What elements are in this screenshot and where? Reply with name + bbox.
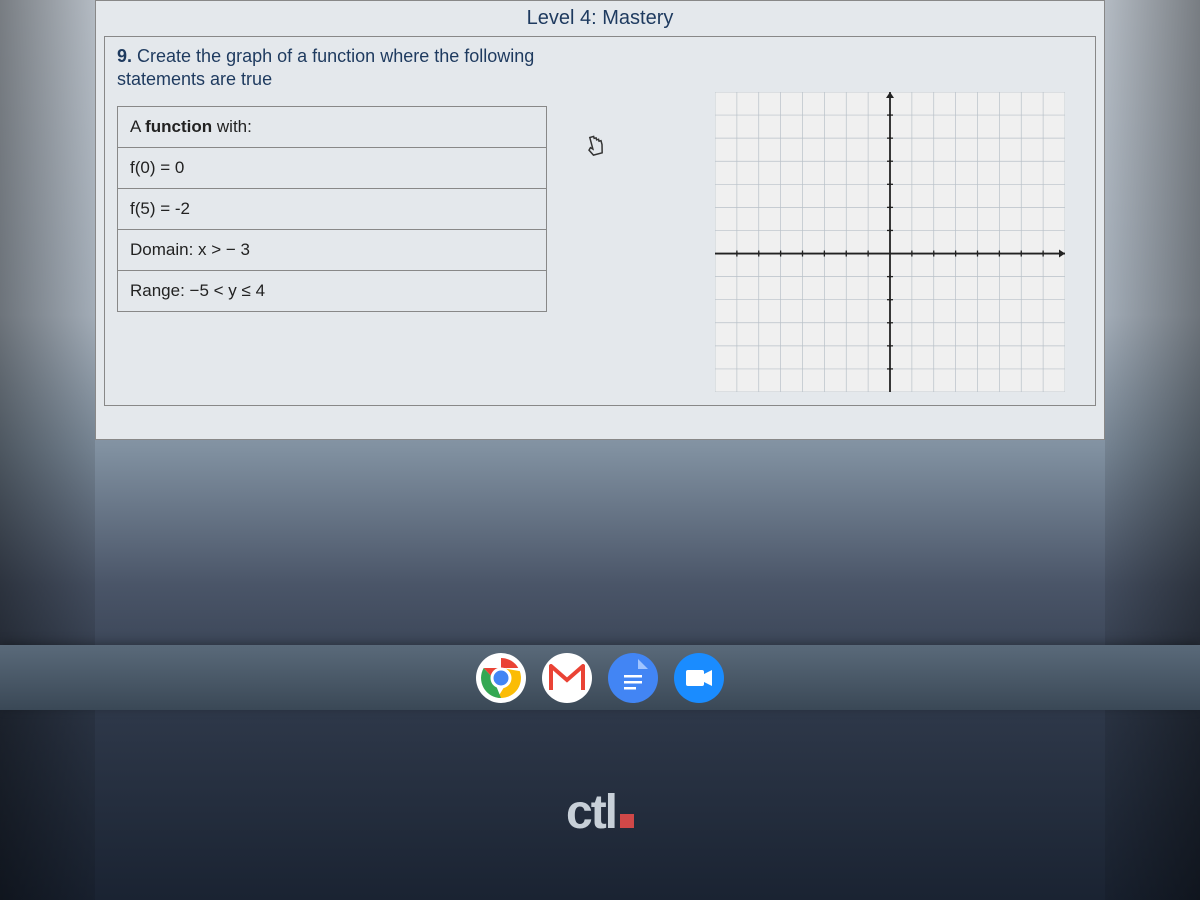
taskbar — [0, 645, 1200, 710]
brand-logo: ctl — [566, 785, 634, 840]
level-header: Level 4: Mastery — [96, 1, 1104, 36]
bezel-left — [0, 0, 95, 900]
question-number: 9. — [117, 46, 132, 66]
condition-row: Domain: x > − 3 — [118, 229, 547, 270]
hand-cursor-icon[interactable] — [581, 129, 613, 168]
question-prompt: 9. Create the graph of a function where … — [105, 37, 585, 102]
docs-app-icon[interactable] — [608, 653, 658, 703]
condition-row: f(5) = -2 — [118, 188, 547, 229]
chrome-app-icon[interactable] — [476, 653, 526, 703]
brand-dot-icon — [620, 814, 634, 828]
coordinate-plane[interactable] — [715, 92, 1065, 392]
worksheet-content: Level 4: Mastery 9. Create the graph of … — [95, 0, 1105, 440]
question-text: Create the graph of a function where the… — [117, 46, 534, 89]
bezel-right — [1105, 0, 1200, 900]
condition-row: f(0) = 0 — [118, 147, 547, 188]
condition-row: Range: −5 < y ≤ 4 — [118, 270, 547, 311]
conditions-table: A function with: f(0) = 0 f(5) = -2 Doma… — [117, 106, 547, 312]
gmail-app-icon[interactable] — [542, 653, 592, 703]
question-box: 9. Create the graph of a function where … — [104, 36, 1096, 406]
conditions-header: A function with: — [118, 106, 547, 147]
camera-app-icon[interactable] — [674, 653, 724, 703]
graph-svg[interactable] — [715, 92, 1065, 392]
